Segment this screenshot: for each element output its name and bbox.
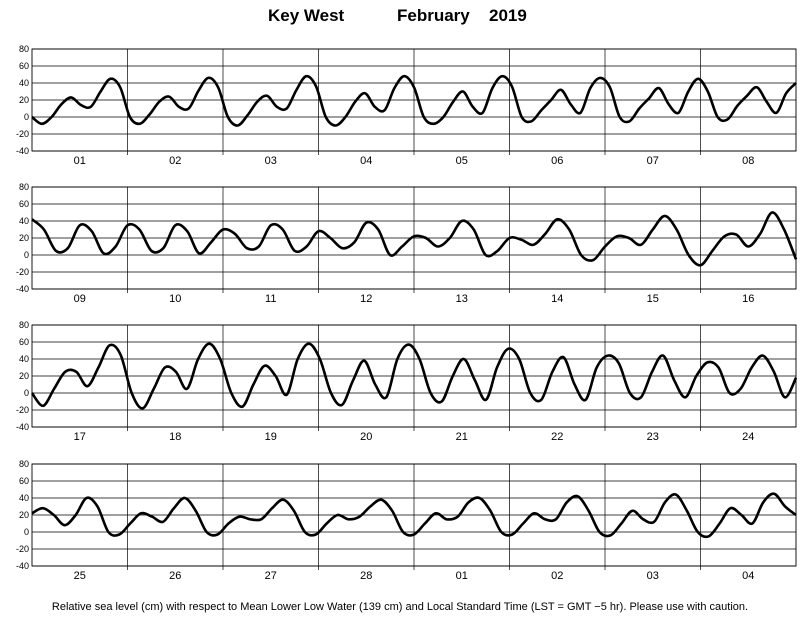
title-station: Key West [268, 6, 345, 25]
day-label: 03 [265, 155, 277, 167]
y-tick-label: 0 [24, 388, 29, 398]
day-label: 07 [647, 155, 659, 167]
y-tick-label: 80 [19, 182, 29, 192]
y-tick-label: 0 [24, 527, 29, 537]
day-label: 25 [74, 570, 86, 582]
day-label: 26 [169, 570, 181, 582]
day-label: 21 [456, 431, 468, 443]
title-month: February [397, 6, 470, 25]
day-label: 14 [551, 293, 563, 305]
panel-frame [31, 324, 797, 428]
day-label: 02 [169, 155, 181, 167]
tide-line [31, 211, 798, 267]
day-label: 22 [551, 431, 563, 443]
day-label: 28 [360, 570, 372, 582]
y-tick-label: -20 [16, 129, 29, 139]
day-label: 13 [456, 293, 468, 305]
day-label: 15 [647, 293, 659, 305]
day-label: 04 [742, 570, 754, 582]
day-label: 17 [74, 431, 86, 443]
y-tick-label: 20 [19, 371, 29, 381]
y-tick-label: 40 [19, 354, 29, 364]
day-label: 23 [647, 431, 659, 443]
day-label: 11 [265, 293, 276, 305]
day-label: 12 [360, 293, 372, 305]
y-tick-label: 20 [19, 510, 29, 520]
tide-line [31, 492, 797, 539]
y-tick-label: 80 [19, 320, 29, 330]
tide-line [31, 74, 797, 127]
y-tick-label: 0 [24, 250, 29, 260]
y-tick-label: 60 [19, 476, 29, 486]
y-tick-label: -40 [16, 561, 29, 571]
day-label: 10 [169, 293, 181, 305]
y-tick-label: 80 [19, 459, 29, 469]
day-label: 18 [169, 431, 181, 443]
day-label: 16 [742, 293, 754, 305]
y-tick-label: -40 [16, 284, 29, 294]
day-label: 03 [647, 570, 659, 582]
y-tick-label: 60 [19, 337, 29, 347]
y-tick-label: 40 [19, 216, 29, 226]
y-tick-label: -40 [16, 422, 29, 432]
y-tick-label: -20 [16, 544, 29, 554]
y-tick-label: -20 [16, 405, 29, 415]
day-label: 09 [74, 293, 86, 305]
y-tick-label: 40 [19, 493, 29, 503]
day-label: 19 [265, 431, 277, 443]
day-label: 04 [360, 155, 372, 167]
y-tick-label: 60 [19, 199, 29, 209]
chart-title: Key West February 2019 [0, 0, 800, 40]
y-tick-label: 60 [19, 61, 29, 71]
day-label: 01 [74, 155, 86, 167]
y-tick-label: 80 [19, 44, 29, 54]
panel-frame [31, 186, 797, 290]
y-tick-label: 40 [19, 78, 29, 88]
y-tick-label: -40 [16, 146, 29, 156]
y-tick-label: 0 [24, 112, 29, 122]
day-label: 01 [456, 570, 468, 582]
y-tick-label: 20 [19, 233, 29, 243]
day-label: 24 [742, 431, 754, 443]
day-label: 02 [551, 570, 563, 582]
y-tick-label: -20 [16, 267, 29, 277]
title-year: 2019 [489, 6, 527, 25]
y-tick-label: 20 [19, 95, 29, 105]
day-label: 27 [265, 570, 277, 582]
day-label: 05 [456, 155, 468, 167]
caption: Relative sea level (cm) with respect to … [51, 601, 749, 613]
day-label: 06 [551, 155, 563, 167]
tide-line [30, 342, 798, 410]
day-label: 20 [360, 431, 372, 443]
day-label: 08 [742, 155, 754, 167]
panel-frame [31, 48, 797, 152]
